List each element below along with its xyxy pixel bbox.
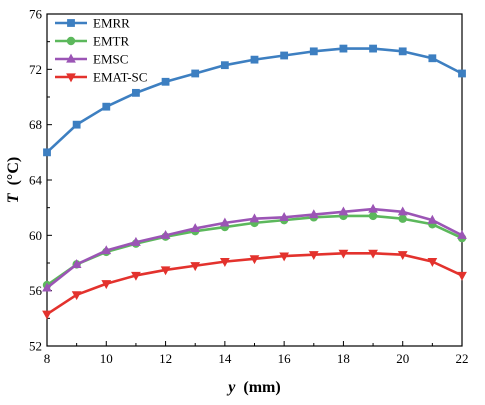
data-point — [131, 271, 141, 281]
data-point — [191, 69, 200, 78]
data-point — [457, 229, 467, 239]
data-point — [339, 44, 348, 53]
data-point — [279, 252, 290, 262]
data-point — [220, 61, 229, 70]
data-point — [219, 258, 230, 267]
data-point — [398, 47, 407, 56]
data-point — [338, 206, 349, 216]
data-point — [458, 69, 466, 78]
y-tick-label: 72 — [29, 62, 42, 77]
data-point — [457, 271, 467, 281]
x-tick-label: 8 — [44, 351, 51, 366]
data-point — [280, 51, 289, 60]
x-tick-label: 18 — [337, 351, 350, 366]
data-point — [132, 88, 140, 97]
data-point — [368, 203, 378, 213]
y-axis-unit: (°C) — [5, 157, 22, 186]
data-point — [397, 251, 408, 261]
data-point — [427, 258, 438, 267]
y-tick-label: 64 — [29, 173, 43, 188]
series-emsc — [42, 203, 467, 292]
y-tick-label: 76 — [29, 7, 43, 22]
data-point — [72, 120, 81, 129]
legend-label: EMRR — [93, 16, 130, 31]
data-point — [71, 291, 82, 301]
x-tick-label: 10 — [100, 351, 113, 366]
y-tick-label: 60 — [29, 228, 42, 243]
legend-label: EMTR — [93, 34, 129, 49]
data-point — [42, 310, 52, 320]
data-point — [309, 47, 318, 56]
data-point — [279, 212, 290, 221]
x-axis-unit: (mm) — [243, 379, 280, 396]
data-point — [249, 255, 260, 265]
data-point — [368, 249, 378, 259]
legend-item: EMSC — [55, 52, 128, 67]
data-point — [102, 102, 111, 111]
data-point — [131, 236, 141, 246]
legend: EMRR EMTR EMSC EMAT-SC — [55, 16, 147, 85]
data-point — [397, 206, 408, 216]
data-point — [42, 282, 52, 292]
data-point — [43, 148, 51, 157]
y-tick-label: 68 — [29, 117, 42, 132]
x-tick-label: 12 — [159, 351, 172, 366]
data-point — [160, 266, 171, 276]
legend-marker — [67, 19, 75, 27]
data-point — [338, 249, 349, 259]
data-point — [190, 223, 201, 233]
series-emrr — [43, 44, 466, 157]
data-point — [308, 209, 319, 219]
data-point — [71, 259, 82, 268]
legend-label: EMAT-SC — [93, 70, 147, 85]
data-point — [161, 77, 170, 86]
x-tick-label: 16 — [278, 351, 292, 366]
data-point — [398, 214, 407, 223]
data-point — [101, 280, 112, 290]
data-point — [368, 211, 378, 221]
x-tick-label: 14 — [218, 351, 232, 366]
data-point — [427, 214, 438, 224]
data-point — [190, 262, 201, 272]
legend-marker — [66, 53, 76, 63]
data-point — [428, 54, 437, 63]
legend-label: EMSC — [93, 52, 128, 67]
x-tick-label: 22 — [456, 351, 469, 366]
data-point — [219, 217, 230, 227]
data-point — [369, 44, 377, 53]
series-emat-sc — [42, 249, 467, 320]
legend-item: EMTR — [55, 34, 129, 49]
x-axis-title: y (mm) — [226, 379, 280, 396]
legend-item: EMAT-SC — [55, 70, 147, 85]
axis-ticks: 8 10 12 14 16 18 20 22 52 56 60 64 68 72 76 — [29, 7, 469, 367]
y-tick-label: 52 — [29, 339, 42, 354]
x-tick-label: 20 — [396, 351, 409, 366]
y-axis-var: T — [5, 192, 22, 203]
series-layer — [42, 44, 467, 320]
data-point — [308, 251, 319, 261]
data-point — [250, 55, 259, 64]
legend-item: EMRR — [55, 16, 130, 31]
legend-marker — [66, 36, 76, 46]
data-point — [101, 245, 112, 255]
y-tick-label: 56 — [29, 283, 43, 298]
legend-marker — [66, 73, 76, 83]
data-point — [249, 213, 260, 223]
y-axis-title: T (°C) — [5, 157, 22, 203]
x-axis-var: y — [226, 379, 236, 396]
data-point — [160, 229, 171, 239]
